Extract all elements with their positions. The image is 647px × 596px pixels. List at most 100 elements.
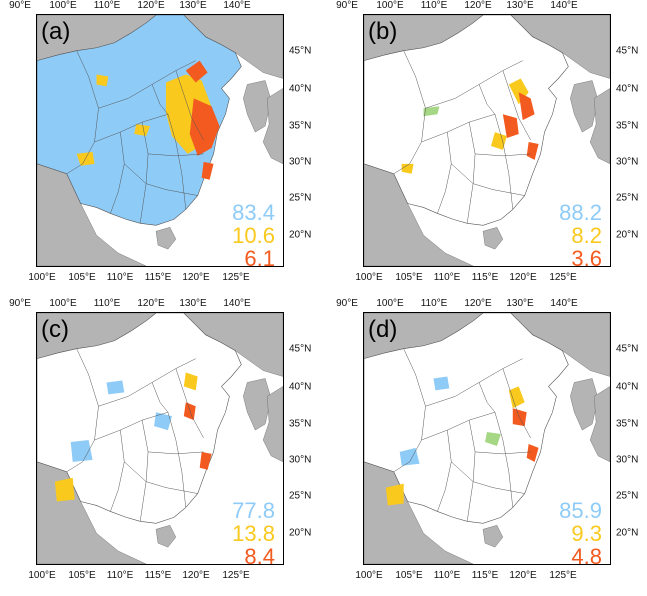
bottom-lon-tick: 105°E — [395, 570, 423, 581]
bottom-lon-tick: 125°E — [222, 272, 250, 283]
province-boundary — [148, 153, 204, 157]
top-lon-tick: 110°E — [420, 0, 448, 11]
province-boundary — [466, 122, 476, 224]
bottom-lon-tick: 125°E — [549, 570, 577, 581]
province-boundary — [437, 430, 452, 512]
province-boundary — [175, 70, 204, 141]
province-boundary — [494, 412, 514, 508]
study-region — [364, 15, 569, 226]
lat-tick: 25°N — [289, 490, 312, 502]
bottom-lon-tick: 110°E — [433, 570, 461, 581]
lat-tick: 45°N — [616, 45, 639, 57]
bottom-lon-tick: 100°E — [355, 272, 383, 283]
lat-tick: 20°N — [616, 527, 639, 539]
lat-tick: 25°N — [289, 192, 312, 204]
province-boundary — [139, 122, 149, 224]
top-lon-tick: 120°E — [464, 0, 492, 11]
stat-category3: 4.8 — [571, 544, 602, 565]
bottom-lon-tick: 110°E — [106, 272, 134, 283]
bottom-lon-tick: 110°E — [106, 570, 134, 581]
lat-tick: 45°N — [616, 343, 639, 355]
stat-category1: 85.9 — [559, 498, 602, 523]
neighbour-land — [482, 525, 504, 548]
top-lon-tick: 90°E — [336, 298, 358, 309]
category-patch — [96, 74, 109, 87]
top-lon-tick: 90°E — [9, 298, 31, 309]
map-panel-a: 90°E 100°E 110°E 120°E 130°E 140°E 45°N 40°N 35°… — [0, 0, 320, 298]
top-lon-tick: 130°E — [179, 0, 207, 11]
top-lon-tick: 120°E — [137, 0, 165, 11]
province-boundary — [167, 412, 187, 508]
category-patch — [189, 98, 220, 156]
lat-tick: 40°N — [289, 381, 312, 393]
lat-tick: 20°N — [616, 229, 639, 241]
panel-label: (a) — [41, 18, 71, 45]
neighbour-land — [482, 227, 504, 250]
category-patch — [199, 451, 212, 470]
lat-tick: 30°N — [289, 156, 312, 168]
category-patch — [526, 141, 539, 160]
province-boundary — [478, 382, 496, 413]
bottom-lon-tick: 120°E — [182, 570, 210, 581]
category-patch — [490, 132, 507, 150]
lat-tick: 30°N — [289, 454, 312, 466]
neighbour-land — [589, 88, 610, 165]
category-patch — [185, 60, 208, 83]
province-boundary — [139, 420, 149, 522]
stat-category3: 3.6 — [571, 246, 602, 267]
province-boundary — [403, 50, 426, 143]
top-lon-tick: 90°E — [9, 0, 31, 11]
lat-tick: 25°N — [616, 490, 639, 502]
category-patch — [54, 477, 75, 502]
map-frame: (d) 85.9 9.3 4.8 — [363, 312, 611, 565]
bottom-lon-tick: 120°E — [182, 272, 210, 283]
map-frame: (c) 77.8 13.8 8.4 — [36, 312, 284, 565]
bottom-lon-tick: 120°E — [509, 272, 537, 283]
province-boundary — [110, 430, 125, 512]
top-lon-tick: 100°E — [376, 0, 404, 11]
top-lon-tick: 100°E — [49, 298, 77, 309]
map-frame: (b) 88.2 8.2 3.6 — [363, 14, 611, 267]
lat-tick: 20°N — [289, 229, 312, 241]
lat-tick: 30°N — [616, 454, 639, 466]
province-boundary — [437, 132, 452, 214]
province-boundary — [475, 153, 531, 157]
neighbour-land — [243, 378, 272, 431]
neighbour-land — [570, 378, 599, 431]
category-patch — [433, 376, 450, 391]
category-patch — [183, 402, 196, 421]
neighbour-land — [155, 525, 177, 548]
province-boundary — [94, 411, 169, 441]
lat-tick: 25°N — [616, 192, 639, 204]
stat-category2: 9.3 — [571, 521, 602, 546]
stat-category2: 10.6 — [232, 223, 275, 248]
category-patch — [485, 432, 501, 446]
province-boundary — [66, 439, 95, 472]
province-boundary — [148, 451, 204, 455]
stat-category1: 77.8 — [232, 498, 275, 523]
province-boundary — [502, 368, 531, 439]
lat-tick: 45°N — [289, 45, 312, 57]
bottom-lon-tick: 105°E — [68, 272, 96, 283]
province-boundary — [66, 141, 95, 174]
lat-tick: 20°N — [289, 527, 312, 539]
map-canvas — [364, 15, 610, 266]
province-boundary — [151, 382, 169, 413]
map-panel-b: 90°E 100°E 110°E 120°E 130°E 140°E 45°N 40°N 35°… — [327, 0, 647, 298]
stat-category2: 8.2 — [571, 223, 602, 248]
top-lon-tick: 120°E — [137, 298, 165, 309]
bottom-lon-tick: 115°E — [144, 272, 172, 283]
province-boundary — [475, 451, 531, 455]
bottom-lon-tick: 100°E — [28, 570, 56, 581]
bottom-lon-tick: 110°E — [433, 272, 461, 283]
province-boundary — [451, 461, 525, 494]
lat-tick: 35°N — [289, 120, 312, 132]
province-boundary — [94, 113, 169, 143]
category-patch — [70, 439, 93, 462]
stat-category1: 88.2 — [559, 200, 602, 225]
top-lon-tick: 130°E — [506, 298, 534, 309]
province-boundary — [151, 84, 169, 115]
top-lon-tick: 110°E — [420, 298, 448, 309]
category-patch — [401, 163, 414, 174]
map-frame: (a) 83.4 10.6 6.1 — [36, 14, 284, 267]
